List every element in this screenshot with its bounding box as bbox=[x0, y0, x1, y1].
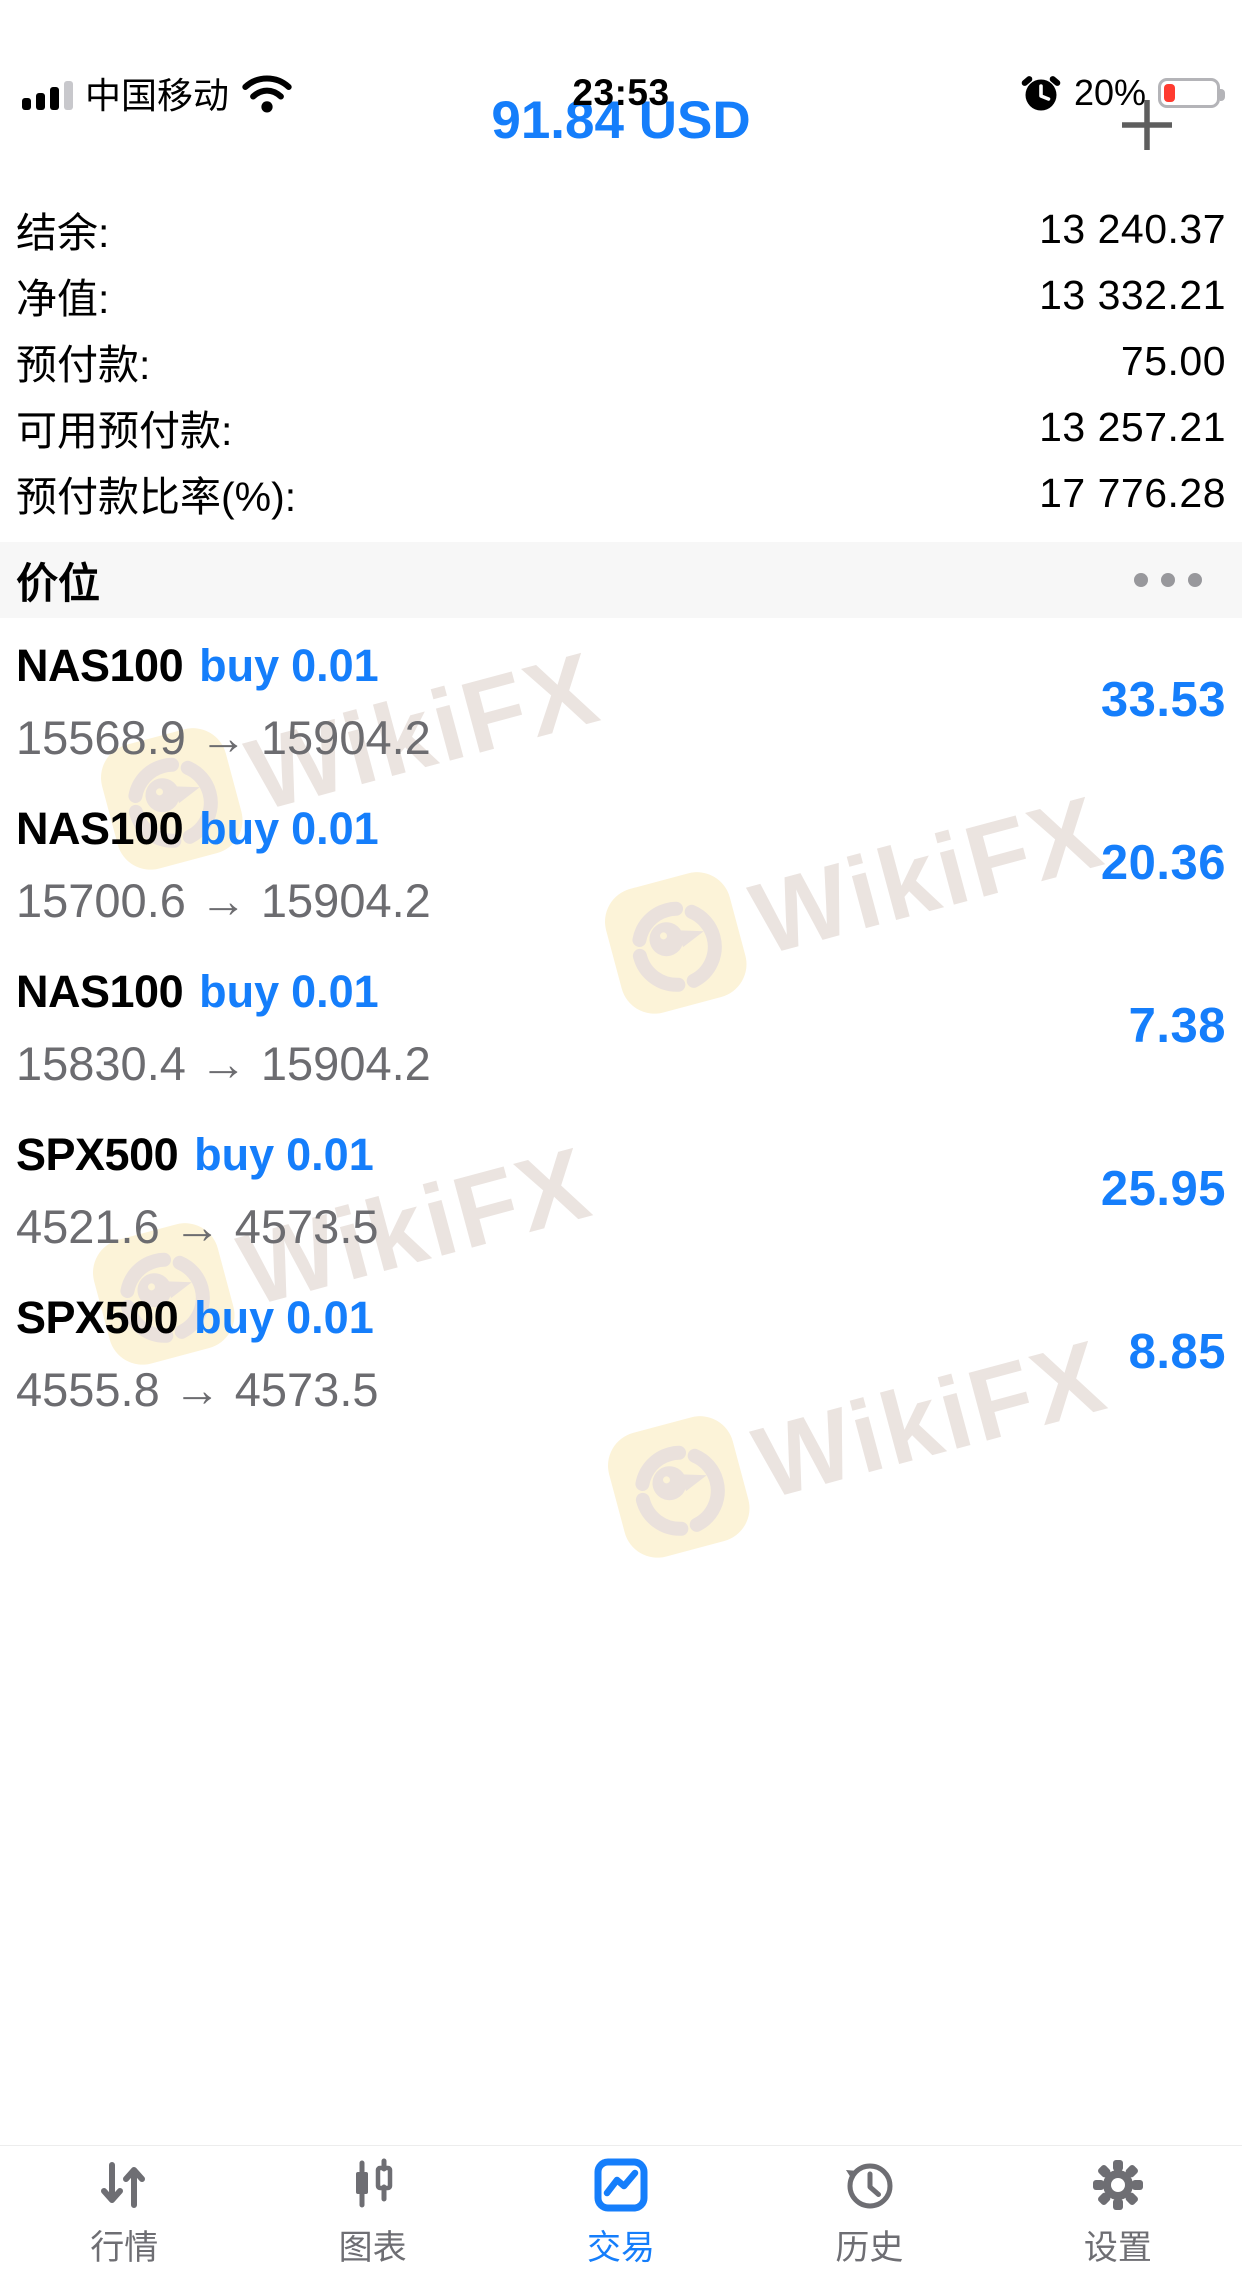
tab-label: 图表 bbox=[338, 2229, 407, 2267]
symbol-label: NAS100 bbox=[16, 966, 184, 1017]
account-value: 75.00 bbox=[1120, 337, 1226, 384]
account-row-margin: 预付款: 75.00 bbox=[0, 328, 1242, 394]
open-price: 4555.8 bbox=[16, 1363, 160, 1416]
status-bar: 23:53 中国移动 20% bbox=[0, 62, 1242, 124]
battery-icon bbox=[1158, 78, 1225, 108]
tab-label: 交易 bbox=[587, 2229, 656, 2267]
open-price: 15568.9 bbox=[16, 711, 186, 764]
volume-label: 0.01 bbox=[286, 1292, 374, 1343]
cell-signal-icon bbox=[22, 76, 73, 110]
arrow-right-icon: → bbox=[199, 1037, 247, 1090]
tab-item-quotes[interactable]: 行情 bbox=[0, 2146, 248, 2270]
tab-label: 行情 bbox=[90, 2229, 159, 2267]
account-value: 13 332.21 bbox=[1039, 271, 1226, 318]
position-row[interactable]: SPX500 buy 0.01 4555.8 → 4573.5 8.85 bbox=[0, 1270, 1242, 1433]
account-row-equity: 净值: 13 332.21 bbox=[0, 262, 1242, 328]
account-summary: 结余: 13 240.37 净值: 13 332.21 预付款: 75.00 可… bbox=[0, 180, 1242, 526]
plus-icon bbox=[1122, 100, 1172, 150]
wifi-icon bbox=[241, 73, 293, 113]
position-row[interactable]: NAS100 buy 0.01 15700.6 → 15904.2 20.36 bbox=[0, 781, 1242, 944]
ellipsis-icon bbox=[1134, 573, 1148, 587]
section-title: 价位 bbox=[16, 559, 101, 607]
tab-item-charts[interactable]: 图表 bbox=[248, 2146, 496, 2270]
profit-value: 25.95 bbox=[1100, 1161, 1226, 1216]
account-label: 可用预付款: bbox=[16, 408, 233, 454]
account-label: 预付款比率(%): bbox=[16, 474, 297, 520]
symbol-label: NAS100 bbox=[16, 803, 184, 854]
side-label: buy bbox=[199, 803, 280, 854]
account-header: 91.84 USD bbox=[0, 62, 1242, 180]
symbol-label: SPX500 bbox=[16, 1292, 179, 1343]
profit-value: 33.53 bbox=[1100, 672, 1226, 727]
account-value: 13 240.37 bbox=[1039, 205, 1226, 252]
volume-label: 0.01 bbox=[291, 803, 379, 854]
side-label: buy bbox=[199, 966, 280, 1017]
account-label: 结余: bbox=[16, 210, 110, 256]
tab-item-settings[interactable]: 设置 bbox=[994, 2146, 1242, 2270]
arrow-right-icon: → bbox=[199, 874, 247, 927]
tab-label: 历史 bbox=[835, 2229, 904, 2267]
gear-icon bbox=[1090, 2156, 1146, 2214]
tab-item-history[interactable]: 历史 bbox=[745, 2146, 993, 2270]
battery-fill bbox=[1164, 84, 1175, 102]
battery-percent-label: 20% bbox=[1073, 72, 1146, 113]
open-price: 15830.4 bbox=[16, 1037, 186, 1090]
tab-label: 设置 bbox=[1083, 2229, 1152, 2267]
account-label: 预付款: bbox=[16, 342, 151, 388]
updown-arrows-icon bbox=[96, 2156, 152, 2214]
current-price: 15904.2 bbox=[260, 1037, 431, 1090]
clock-time: 23:53 bbox=[572, 72, 670, 113]
candlestick-icon bbox=[345, 2156, 401, 2214]
current-price: 4573.5 bbox=[234, 1363, 379, 1416]
account-value: 13 257.21 bbox=[1039, 403, 1226, 450]
volume-label: 0.01 bbox=[291, 640, 379, 691]
profit-value: 8.85 bbox=[1128, 1324, 1226, 1379]
position-row[interactable]: NAS100 buy 0.01 15830.4 → 15904.2 7.38 bbox=[0, 944, 1242, 1107]
alarm-icon bbox=[1020, 72, 1062, 114]
open-price: 4521.6 bbox=[16, 1200, 160, 1253]
tab-item-trade[interactable]: 交易 bbox=[497, 2146, 745, 2270]
position-row[interactable]: NAS100 buy 0.01 15568.9 → 15904.2 33.53 bbox=[0, 618, 1242, 781]
account-row-free-margin: 可用预付款: 13 257.21 bbox=[0, 394, 1242, 460]
current-price: 15904.2 bbox=[260, 874, 431, 927]
account-row-balance: 结余: 13 240.37 bbox=[0, 196, 1242, 262]
current-price: 4573.5 bbox=[234, 1200, 379, 1253]
positions-section-header: 价位 bbox=[0, 542, 1242, 618]
side-label: buy bbox=[194, 1292, 275, 1343]
positions-list: NAS100 buy 0.01 15568.9 → 15904.2 33.53 … bbox=[0, 618, 1242, 1433]
add-button[interactable] bbox=[1118, 96, 1176, 154]
symbol-label: NAS100 bbox=[16, 640, 184, 691]
arrow-right-icon: → bbox=[173, 1363, 221, 1416]
arrow-right-icon: → bbox=[199, 711, 247, 764]
side-label: buy bbox=[199, 640, 280, 691]
volume-label: 0.01 bbox=[286, 1129, 374, 1180]
current-price: 15904.2 bbox=[260, 711, 431, 764]
more-options-button[interactable] bbox=[1134, 573, 1202, 587]
account-row-margin-level: 预付款比率(%): 17 776.28 bbox=[0, 460, 1242, 526]
position-row[interactable]: SPX500 buy 0.01 4521.6 → 4573.5 25.95 bbox=[0, 1107, 1242, 1270]
symbol-label: SPX500 bbox=[16, 1129, 179, 1180]
profit-value: 20.36 bbox=[1100, 835, 1226, 890]
volume-label: 0.01 bbox=[291, 966, 379, 1017]
account-label: 净值: bbox=[16, 276, 110, 322]
history-clock-icon bbox=[841, 2156, 897, 2214]
side-label: buy bbox=[194, 1129, 275, 1180]
open-price: 15700.6 bbox=[16, 874, 186, 927]
arrow-right-icon: → bbox=[173, 1200, 221, 1253]
carrier-label: 中国移动 bbox=[85, 75, 230, 116]
trade-chart-icon bbox=[593, 2156, 649, 2214]
account-value: 17 776.28 bbox=[1039, 469, 1226, 516]
profit-value: 7.38 bbox=[1128, 998, 1226, 1053]
floating-profit-total: 91.84 USD bbox=[491, 91, 751, 150]
